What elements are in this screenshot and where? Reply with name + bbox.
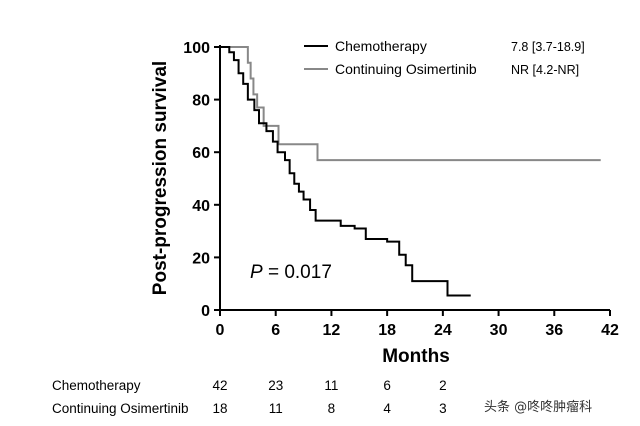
legend-label-osimertinib: Continuing Osimertinib: [335, 61, 477, 77]
ticks: 0 6 12 18 24 30 36 42 0 20 40 60 80 100: [183, 40, 619, 339]
risk-row-label-chemotherapy: Chemotherapy: [52, 378, 141, 393]
y-tick-label: 0: [201, 303, 210, 320]
watermark: 头条 @咚咚肿瘤科: [484, 399, 592, 415]
y-tick-label: 20: [192, 250, 210, 267]
p-value-text: = 0.017: [263, 262, 332, 283]
y-tick-label: 60: [192, 145, 210, 162]
p-value-symbol: P: [250, 262, 263, 283]
risk-value: 2: [439, 378, 447, 393]
legend-label-chemotherapy: Chemotherapy: [335, 38, 427, 54]
risk-value: 3: [439, 401, 447, 416]
risk-value: 4: [383, 401, 391, 416]
x-tick-label: 6: [271, 322, 280, 339]
legend: Chemotherapy 7.8 [3.7-18.9] Continuing O…: [304, 38, 585, 77]
x-tick-label: 42: [601, 322, 619, 339]
axes: [219, 45, 610, 311]
p-value-annotation: P = 0.017: [250, 262, 332, 283]
series-line-chemotherapy: [220, 46, 471, 297]
x-tick-label: 12: [323, 322, 341, 339]
series-line-continuing-osimertinib: [220, 46, 601, 162]
risk-value: 6: [383, 378, 391, 393]
risk-table: Chemotherapy Continuing Osimertinib 42 23…: [52, 378, 447, 416]
x-tick-label: 30: [490, 322, 508, 339]
legend-ci-osimertinib: NR [4.2-NR]: [511, 63, 579, 77]
y-axis-title: Post-progression survival: [150, 61, 171, 295]
survival-curves: [220, 46, 601, 297]
x-tick-label: 24: [434, 322, 452, 339]
risk-value: 42: [212, 378, 227, 393]
legend-ci-chemotherapy: 7.8 [3.7-18.9]: [511, 40, 585, 54]
risk-value: 8: [328, 401, 336, 416]
risk-row-label-osimertinib: Continuing Osimertinib: [52, 401, 189, 416]
risk-value: 11: [269, 401, 283, 416]
y-tick-label: 40: [192, 198, 210, 215]
y-tick-label: 80: [192, 93, 210, 110]
risk-value: 11: [324, 378, 338, 393]
y-tick-label: 100: [183, 40, 210, 57]
x-tick-label: 18: [378, 322, 396, 339]
x-tick-label: 0: [216, 322, 225, 339]
risk-value: 23: [268, 378, 283, 393]
x-tick-label: 36: [545, 322, 563, 339]
risk-value: 18: [212, 401, 227, 416]
x-axis-title: Months: [382, 346, 450, 367]
